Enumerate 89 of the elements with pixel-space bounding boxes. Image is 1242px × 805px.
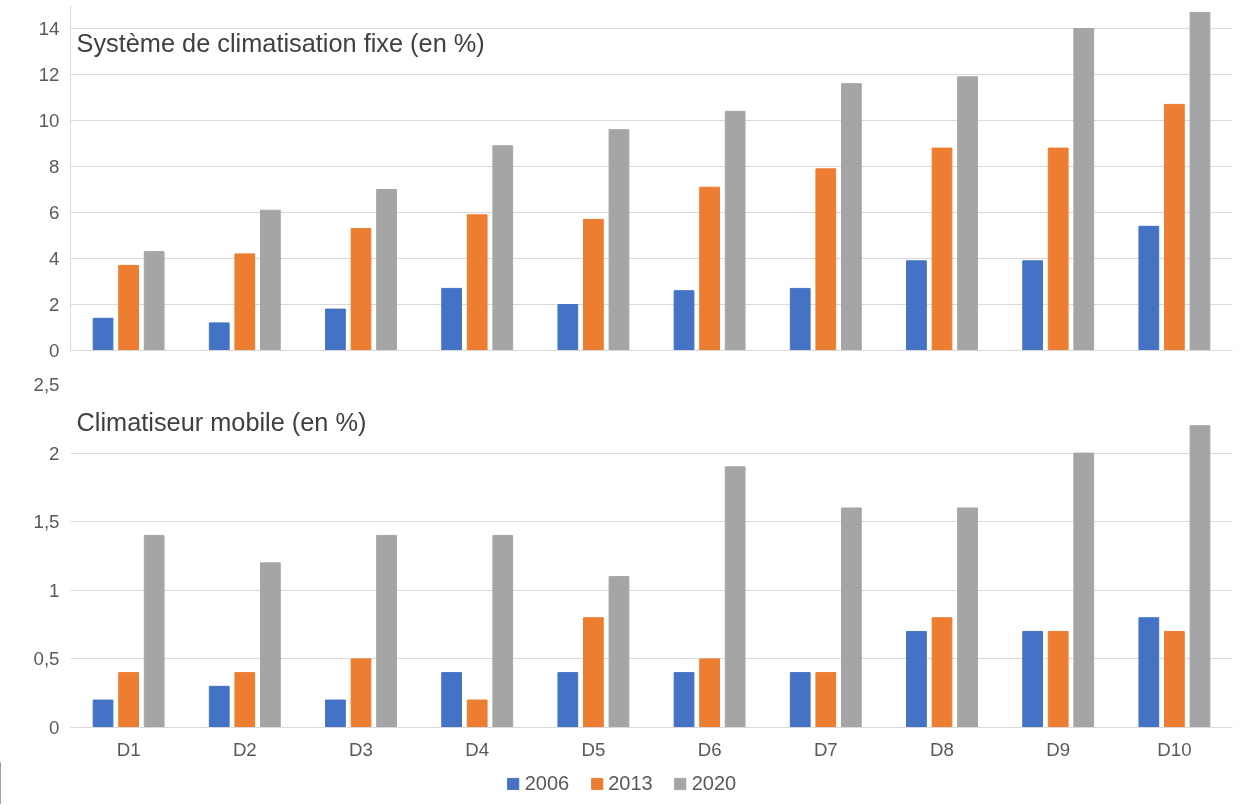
bar [492,534,514,728]
bar [466,214,488,351]
bar [350,228,372,351]
bar [466,699,488,728]
bar [673,672,695,728]
bar [376,189,397,351]
bar [1138,225,1160,351]
bar [557,672,579,728]
bar [906,260,927,351]
bar [557,304,579,351]
bar [840,83,862,351]
bar [931,147,953,351]
bar [1047,630,1069,728]
y-tick-label: 10 [38,110,60,131]
bar [325,308,346,351]
bar [815,168,837,351]
bar [583,218,604,351]
bar [931,617,953,728]
legend-label: 2020 [691,771,737,795]
bar [234,672,256,728]
bar [724,466,746,728]
x-tick-label: D8 [930,738,954,760]
bar [1164,630,1185,728]
x-tick-label: D9 [1046,738,1071,760]
bar [143,251,165,351]
text: Système de climatisation fixe (en %) [76,29,485,58]
bar [1022,630,1044,728]
bar [92,317,114,351]
bar [957,76,978,351]
bar [957,507,978,728]
x-tick-label: D1 [116,738,141,760]
bar [441,287,463,351]
bar [1047,147,1069,351]
y-tick-label: 0,5 [33,648,60,670]
bar [118,672,139,728]
bar [143,534,165,728]
bar [1073,28,1095,351]
bar [789,672,811,728]
y-tick-label: 8 [49,156,60,177]
bar [441,672,463,728]
y-tick-label: 2 [49,294,60,315]
bar [906,630,927,728]
bar [699,186,720,351]
x-tick-label: D4 [465,738,490,760]
bar [208,322,230,351]
bar [608,576,630,728]
y-tick-label: 0 [49,340,60,361]
legend-label: 2006 [524,771,570,795]
bar [1073,452,1095,728]
y-tick-label: 14 [38,18,60,39]
y-tick-label: 0 [49,717,60,738]
y-tick-label: 2,5 [33,374,60,395]
x-tick-label: D3 [349,738,373,760]
bar [1189,425,1211,728]
bar [1189,11,1211,351]
bar [724,110,746,351]
x-tick-label: D10 [1157,738,1192,760]
bar [234,253,256,351]
bar [376,534,397,728]
x-tick-label: D2 [232,738,257,760]
bar [208,685,230,728]
bar [1164,103,1185,351]
bar [259,562,281,728]
bar [350,658,372,728]
x-tick-label: D7 [813,738,838,760]
x-tick-label: D6 [697,738,722,760]
bar [583,617,604,728]
bar [1022,260,1044,351]
bar [492,145,514,351]
bar [259,209,281,351]
bar [92,699,114,728]
y-tick-label: 1 [49,579,60,601]
y-tick-label: 2 [49,442,60,464]
y-tick-label: 4 [49,248,60,269]
y-tick-label: 1,5 [33,511,60,533]
bar [699,658,720,728]
y-tick-label: 12 [38,64,60,85]
bar [840,507,862,728]
legend-label: 2013 [608,771,653,795]
bar [789,287,811,351]
text: Climatiseur mobile (en %) [76,407,367,436]
bar [608,129,630,351]
bar [1138,617,1160,728]
x-tick-label: D5 [581,738,606,760]
bar [118,264,139,351]
y-tick-label: 6 [49,202,60,223]
bar [325,699,346,728]
bar [673,290,695,351]
bar [815,672,837,728]
